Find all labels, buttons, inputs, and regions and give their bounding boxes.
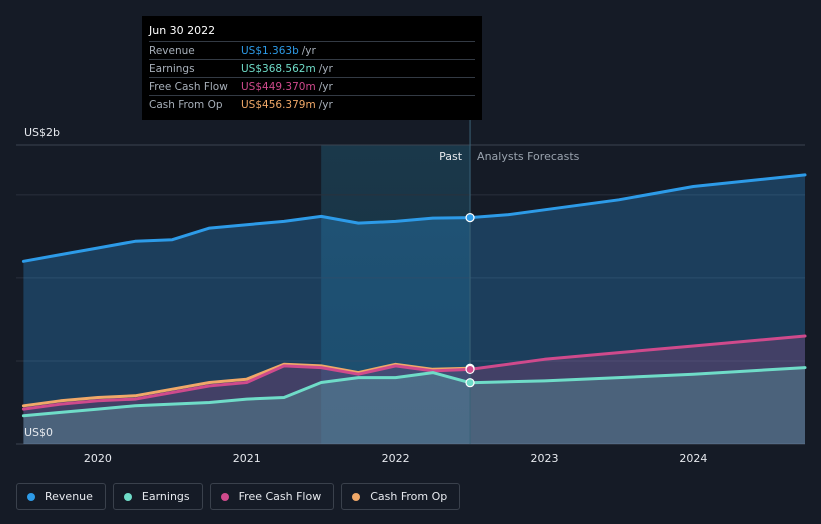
tooltip-row-revenue: Revenue US$1.363b /yr [149,42,475,60]
chart-legend: Revenue Earnings Free Cash Flow Cash Fro… [16,483,461,510]
chart-tooltip: Jun 30 2022 Revenue US$1.363b /yr Earnin… [142,16,482,120]
tooltip-label: Earnings [149,62,195,75]
tooltip-row-cash-from-op: Cash From Op US$456.379m /yr [149,96,475,113]
earnings-marker [465,378,475,388]
free-cash-flow-area [23,336,805,444]
legend-revenue[interactable]: Revenue [16,483,106,510]
tooltip-label: Revenue [149,44,195,57]
tooltip-value: US$368.562m [241,62,316,75]
legend-dot [27,492,35,501]
tooltip-date: Jun 30 2022 [149,23,475,42]
free-cash-flow-line [21,334,807,411]
free-cash-flow-marker [465,364,475,375]
tooltip-value: US$456.379m [241,98,316,111]
tooltip-unit: /yr [318,98,333,111]
x-tick-label: 2022 [382,452,410,465]
earnings-area [23,367,805,444]
legend-dot [352,492,361,501]
x-tick-label: 2021 [233,452,261,465]
earnings-line [21,366,807,418]
legend-dot [220,492,229,501]
x-tick-label: 2020 [84,452,112,465]
legend-label: Earnings [141,490,190,503]
legend-label: Free Cash Flow [238,490,322,503]
past-label: Past [439,150,463,163]
revenue-marker [465,212,475,223]
y-axis-top-label: US$2b [24,126,60,139]
tooltip-row-earnings: Earnings US$368.562m /yr [149,60,475,78]
tooltip-label: Free Cash Flow [149,80,228,93]
legend-earnings[interactable]: Earnings [112,483,203,510]
tooltip-label: Cash From Op [149,98,223,111]
legend-label: Revenue [45,490,93,503]
tooltip-unit: /yr [318,80,333,93]
forecast-label: Analysts Forecasts [477,150,580,163]
revenue-line [21,173,807,263]
legend-dot [123,492,132,501]
tooltip-unit: /yr [301,44,316,57]
legend-free-cash-flow[interactable]: Free Cash Flow [209,483,335,510]
tooltip-value: US$1.363b [241,44,299,57]
x-tick-label: 2023 [530,452,558,465]
tooltip-value: US$449.370m [241,80,316,93]
y-axis-zero-label: US$0 [24,426,53,439]
legend-label: Cash From Op [370,490,448,503]
tooltip-row-free-cash-flow: Free Cash Flow US$449.370m /yr [149,78,475,96]
cash-from-op-line [21,362,472,408]
x-tick-label: 2024 [679,452,707,465]
tooltip-unit: /yr [318,62,333,75]
legend-cash-from-op[interactable]: Cash From Op [341,483,461,510]
